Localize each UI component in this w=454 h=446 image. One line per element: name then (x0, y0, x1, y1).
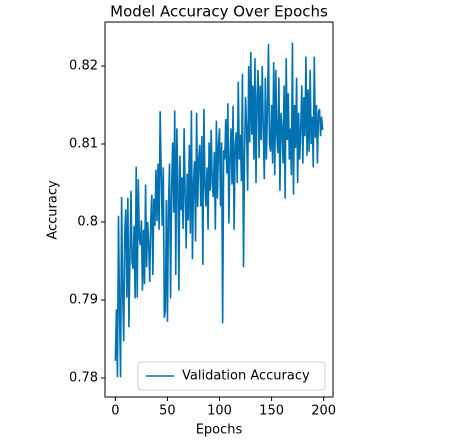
plot-frame (104, 21, 334, 398)
y-tick-label: 0.8 (77, 214, 98, 229)
y-tick-label: 0.79 (69, 292, 98, 307)
chart-title: Model Accuracy Over Epochs (110, 3, 328, 21)
x-tick-label: 150 (259, 404, 284, 419)
x-tick-label: 100 (207, 404, 232, 419)
y-tick-label: 0.78 (69, 370, 98, 385)
x-tick-label: 200 (311, 404, 336, 419)
x-tick-label: 0 (111, 404, 119, 419)
y-axis-label: Accuracy (46, 180, 61, 240)
legend-label: Validation Accuracy (182, 369, 310, 384)
x-tick-label: 50 (159, 404, 176, 419)
legend-box (137, 361, 326, 391)
x-axis-label: Epochs (196, 423, 243, 438)
y-tick-label: 0.82 (69, 58, 98, 73)
y-tick-label: 0.81 (69, 136, 98, 151)
data-line (114, 42, 324, 378)
